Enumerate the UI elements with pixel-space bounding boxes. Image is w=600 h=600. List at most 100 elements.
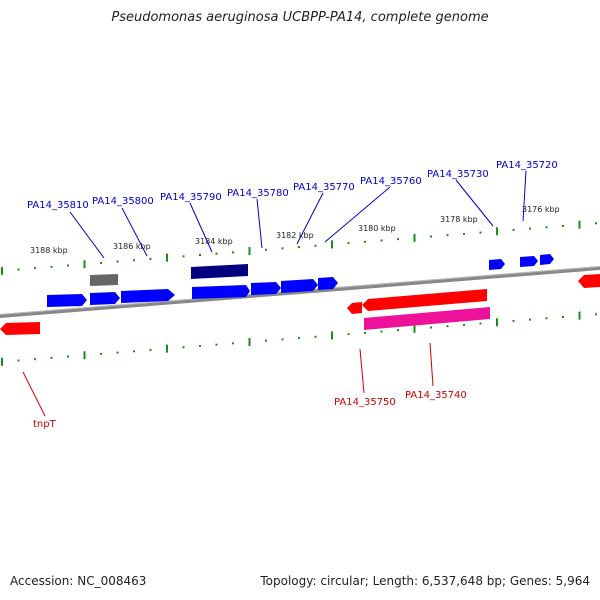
genome-title: Pseudomonas aeruginosa UCBPP-PA14, compl… <box>111 10 489 25</box>
scale-label: 3184 kbp <box>195 237 233 246</box>
scale-minor-tick <box>364 331 366 334</box>
scale-major-tick <box>166 253 168 262</box>
scale-minor-tick <box>364 240 366 243</box>
gene-label-PA14_35720[interactable]: PA14_35720 <box>496 160 558 171</box>
scale-minor-tick <box>512 228 515 231</box>
gene-feature[interactable] <box>347 302 362 314</box>
scale-minor-tick <box>182 255 185 258</box>
gene-label-PA14_35750[interactable]: PA14_35750 <box>334 397 396 408</box>
scale-minor-tick <box>67 264 69 267</box>
gene-label-PA14_35790[interactable]: PA14_35790 <box>160 192 222 203</box>
scale-minor-tick <box>50 265 53 268</box>
scale-label: 3186 kbp <box>113 242 151 251</box>
scale-minor-tick <box>463 232 465 235</box>
genome-backbone <box>0 266 600 318</box>
scale-major-tick <box>1 266 3 275</box>
forward-upper-features <box>90 254 554 286</box>
gene-feature[interactable] <box>121 289 175 303</box>
gene-label-PA14_35810[interactable]: PA14_35810 <box>27 200 89 211</box>
scale-minor-tick <box>34 358 36 361</box>
scale-minor-tick <box>100 352 102 355</box>
scale-major-tick <box>83 351 86 360</box>
gene-feature[interactable] <box>191 264 248 279</box>
gene-feature[interactable] <box>0 322 40 335</box>
scale-minor-tick <box>545 226 548 229</box>
scale-minor-tick <box>298 337 300 340</box>
scale-minor-tick <box>446 234 449 237</box>
gene-feature[interactable] <box>281 279 318 293</box>
scale-major-tick <box>248 247 251 256</box>
scale-major-tick <box>578 220 581 229</box>
gene-feature[interactable] <box>90 274 118 286</box>
scale-minor-tick <box>463 323 465 326</box>
scale-major-tick <box>331 331 333 340</box>
scale-minor-tick <box>17 268 20 271</box>
scale-label: 3178 kbp <box>440 215 478 224</box>
scale-minor-tick <box>347 242 350 245</box>
scale-minor-tick <box>199 345 201 347</box>
scale-minor-tick <box>562 315 564 318</box>
scale-minor-tick <box>529 227 531 230</box>
gene-feature[interactable] <box>364 307 490 330</box>
scale-minor-tick <box>430 326 432 329</box>
scale-minor-tick <box>545 317 548 320</box>
genome-summary-label: Topology: circular; Length: 6,537,648 bp… <box>260 574 590 588</box>
scale-minor-tick <box>215 252 218 255</box>
accession-label: Accession: NC_008463 <box>10 574 147 588</box>
gene-feature[interactable] <box>578 274 600 288</box>
gene-feature[interactable] <box>489 259 505 270</box>
scale-major-tick <box>413 324 416 333</box>
scale-label: 3180 kbp <box>358 224 396 233</box>
scale-minor-tick <box>380 239 383 242</box>
scale-major-tick <box>578 311 581 320</box>
gene-feature[interactable] <box>520 256 538 267</box>
gene-feature[interactable] <box>362 289 487 311</box>
scale-minor-tick <box>595 313 597 316</box>
scale-major-tick <box>331 240 333 249</box>
scale-label: 3188 kbp <box>30 246 68 255</box>
gene-feature[interactable] <box>192 285 250 299</box>
scale-minor-tick <box>116 351 119 354</box>
gene-label-PA14_35740[interactable]: PA14_35740 <box>405 390 467 401</box>
scale-minor-tick <box>298 246 300 249</box>
scale-minor-tick <box>199 254 201 256</box>
scale-minor-tick <box>479 231 482 234</box>
scale-minor-tick <box>314 335 317 338</box>
scale-major-tick <box>166 344 168 353</box>
scale-major-tick <box>1 357 3 366</box>
scale-minor-tick <box>380 330 383 333</box>
scale-minor-tick <box>347 333 350 336</box>
scale-minor-tick <box>232 251 234 254</box>
scale-minor-tick <box>595 222 597 225</box>
scale-minor-tick <box>314 244 317 247</box>
forward-leader-lines <box>69 170 527 259</box>
scale-minor-tick <box>512 319 515 322</box>
scale-minor-tick <box>149 348 152 351</box>
scale-minor-tick <box>17 359 20 362</box>
scale-minor-tick <box>265 248 267 251</box>
scale-minor-tick <box>529 318 531 321</box>
gene-feature[interactable] <box>540 254 554 265</box>
gene-label-PA14_35760[interactable]: PA14_35760 <box>360 176 422 187</box>
scale-minor-tick <box>232 342 234 345</box>
gene-label-PA14_35780[interactable]: PA14_35780 <box>227 188 289 199</box>
scale-minor-tick <box>133 259 135 262</box>
gene-feature[interactable] <box>318 277 338 290</box>
scale-minor-tick <box>265 339 267 342</box>
scale-minor-tick <box>479 322 482 325</box>
scale-minor-tick <box>562 224 564 227</box>
scale-minor-tick <box>34 267 36 270</box>
gene-label-tnpT[interactable]: tnpT <box>33 419 57 430</box>
scale-minor-tick <box>100 261 102 264</box>
gene-label-PA14_35800[interactable]: PA14_35800 <box>92 196 154 207</box>
scale-minor-tick <box>397 329 399 332</box>
gene-label-PA14_35770[interactable]: PA14_35770 <box>293 182 355 193</box>
gene-label-PA14_35730[interactable]: PA14_35730 <box>427 169 489 180</box>
gene-feature[interactable] <box>90 292 120 305</box>
reverse-leader-lines <box>22 342 434 417</box>
reverse-features <box>0 274 600 335</box>
scale-label: 3182 kbp <box>276 231 314 240</box>
gene-feature[interactable] <box>251 282 281 295</box>
scale-major-tick <box>83 260 86 269</box>
gene-feature[interactable] <box>47 294 87 307</box>
